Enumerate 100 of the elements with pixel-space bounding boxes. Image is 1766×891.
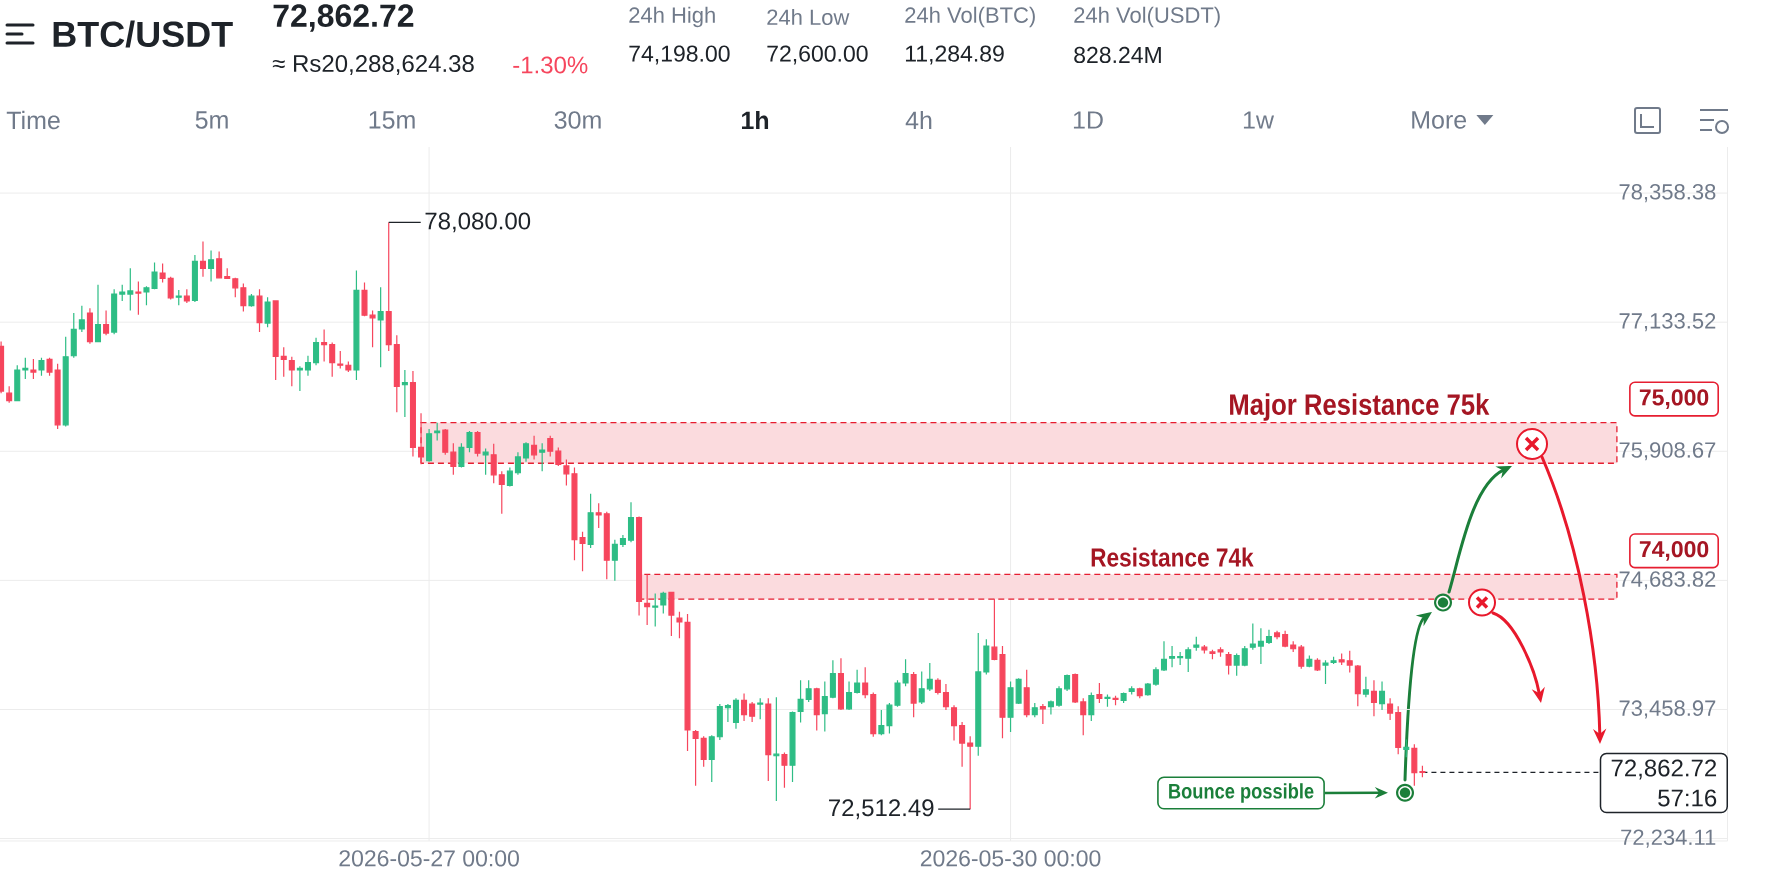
candlestick [264, 296, 271, 328]
candlestick [1112, 695, 1119, 706]
candlestick [272, 299, 279, 381]
candlestick [224, 267, 231, 279]
candlestick [14, 364, 21, 402]
text: ≈ Rs20,288,624.38 [272, 55, 474, 75]
candlestick [781, 751, 788, 789]
candlestick [1314, 657, 1321, 672]
candlestick [78, 305, 85, 333]
text: 24h Vol(BTC) [905, 6, 1035, 28]
candlestick [821, 680, 828, 733]
candlestick [103, 309, 110, 336]
candlestick [627, 501, 635, 543]
candlestick [321, 328, 328, 363]
candlestick [797, 679, 804, 724]
text: -1.30% [513, 56, 588, 74]
candlestick [1330, 656, 1337, 665]
candlestick [426, 428, 433, 463]
candlestick [232, 277, 239, 298]
text: 24h Low [767, 8, 850, 26]
candlestick [1298, 644, 1305, 670]
candlestick [111, 288, 118, 335]
candlestick [1039, 703, 1046, 725]
candlestick [490, 443, 497, 484]
candlestick [942, 683, 949, 711]
candlestick [522, 441, 530, 463]
candlestick [1007, 680, 1014, 733]
annotation: 74,000 [1639, 541, 1709, 561]
candlestick [555, 446, 562, 467]
band-label: Resistance 74k [1091, 547, 1254, 567]
candlestick [377, 286, 384, 368]
candlestick [813, 687, 820, 732]
candlestick [878, 709, 885, 736]
candlestick [329, 341, 336, 378]
candlestick [724, 703, 731, 723]
candlestick [401, 369, 408, 418]
candlestick [757, 697, 764, 720]
candlestick [1354, 664, 1361, 707]
candlestick [296, 365, 303, 392]
candlestick [716, 703, 723, 741]
annotation: 75,000 [1639, 389, 1709, 409]
candlestick [829, 659, 836, 699]
candlestick [1225, 651, 1232, 676]
candlestick [86, 307, 93, 345]
candlestick [934, 677, 941, 696]
candlestick [361, 281, 368, 317]
candlestick [466, 430, 473, 453]
candlestick [1096, 682, 1103, 704]
y-tick-label: 74,683.82 [1619, 571, 1716, 590]
candlestick [506, 466, 513, 488]
candlestick [983, 638, 990, 676]
candlestick [1193, 636, 1200, 652]
candlestick [1395, 705, 1402, 755]
candlestick [789, 710, 796, 783]
candlestick [450, 442, 457, 476]
chart-title: BTC/USDT [53, 20, 233, 48]
candlestick [886, 702, 893, 735]
candlestick [1136, 687, 1143, 699]
candlestick [870, 691, 877, 738]
candlestick [644, 573, 651, 626]
candlestick [1031, 702, 1038, 718]
candlestick [668, 591, 675, 637]
candlestick [393, 334, 400, 413]
candlestick [1144, 682, 1151, 697]
candlestick [531, 435, 538, 461]
text: 828.24M [1074, 46, 1161, 64]
x-tick-label: 2026-05-30 00:00 [920, 850, 1101, 867]
text: 72,600.00 [767, 45, 868, 65]
candlestick [1379, 680, 1386, 711]
candlestick [46, 357, 53, 377]
candlestick [498, 470, 505, 515]
candlestick [862, 666, 869, 699]
y-tick-label: 75,908.67 [1619, 442, 1716, 461]
candlestick [208, 249, 215, 283]
candlestick [741, 692, 748, 722]
candlestick [837, 657, 844, 711]
ref-line-label: 72,862.72 [1611, 759, 1717, 780]
candlestick [1023, 669, 1030, 718]
candlestick [240, 282, 247, 313]
candlestick [700, 735, 707, 768]
y-tick-label: 78,358.38 [1619, 184, 1716, 203]
candlestick [1152, 666, 1159, 687]
text: 4h [905, 110, 932, 130]
text: Time [6, 110, 60, 130]
candlestick [70, 312, 77, 359]
y-tick-label: 73,458.97 [1619, 700, 1716, 719]
text: 24h High [629, 6, 715, 28]
candlestick [1265, 629, 1272, 645]
candlestick [175, 289, 182, 306]
candlestick [539, 442, 546, 472]
candlestick [353, 269, 360, 381]
candlestick [1403, 738, 1410, 758]
candlestick [313, 337, 320, 366]
candlestick [1104, 694, 1111, 708]
candlestick [474, 430, 481, 458]
candlestick [183, 288, 190, 304]
candlestick [991, 598, 998, 661]
candlestick [692, 729, 699, 787]
text: 74,198.00 [629, 45, 730, 65]
candlestick [1233, 652, 1240, 677]
